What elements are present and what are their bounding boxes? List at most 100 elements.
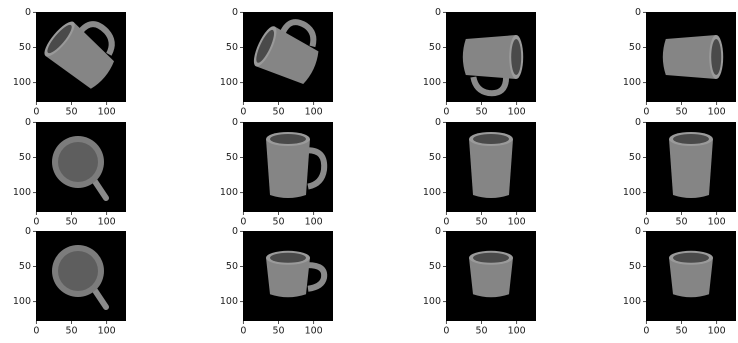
x-tick-label: 50 bbox=[65, 326, 77, 337]
panel: 0 50 100 0 50 100 bbox=[623, 7, 736, 118]
y-tick-label: 50 bbox=[226, 152, 238, 163]
x-tick-label: 100 bbox=[508, 326, 526, 337]
x-tick-label: 0 bbox=[240, 217, 246, 228]
y-tick-label: 0 bbox=[635, 117, 641, 128]
x-tick-label: 0 bbox=[33, 326, 39, 337]
y-tick-label: 100 bbox=[220, 77, 238, 88]
y-tick-label: 0 bbox=[435, 226, 441, 237]
mug bbox=[663, 35, 723, 79]
y-tick-label: 50 bbox=[226, 42, 238, 53]
y-tick-label: 0 bbox=[435, 117, 441, 128]
mug-inside bbox=[270, 253, 306, 263]
y-tick-label: 50 bbox=[429, 42, 441, 53]
image-content bbox=[469, 132, 513, 198]
mug bbox=[469, 251, 513, 297]
x-tick-label: 50 bbox=[475, 107, 487, 118]
y-tick-label: 0 bbox=[435, 7, 441, 18]
mug bbox=[669, 132, 713, 198]
mug-inside bbox=[673, 134, 709, 144]
figure: 0 50 100 0 50 100 0 50 100 0 50 100 0 50 100 0 50 100 0 50 1… bbox=[0, 0, 738, 343]
mug-inside bbox=[58, 142, 98, 182]
x-tick-label: 0 bbox=[33, 217, 39, 228]
x-tick-label: 50 bbox=[65, 217, 77, 228]
mug-inside bbox=[511, 39, 521, 75]
x-tick-label: 100 bbox=[708, 326, 726, 337]
x-tick-label: 50 bbox=[65, 107, 77, 118]
mug-body bbox=[266, 139, 310, 198]
y-tick-label: 50 bbox=[19, 261, 31, 272]
mug-inside bbox=[711, 39, 721, 75]
y-tick-label: 50 bbox=[629, 261, 641, 272]
y-tick-label: 50 bbox=[19, 152, 31, 163]
y-tick-label: 50 bbox=[429, 152, 441, 163]
y-tick-label: 0 bbox=[635, 226, 641, 237]
x-tick-label: 100 bbox=[508, 107, 526, 118]
mug-inside bbox=[473, 253, 509, 263]
x-tick-label: 0 bbox=[443, 107, 449, 118]
x-tick-label: 100 bbox=[98, 107, 116, 118]
y-tick-label: 100 bbox=[13, 77, 31, 88]
x-tick-label: 50 bbox=[675, 107, 687, 118]
y-tick-label: 0 bbox=[25, 117, 31, 128]
x-tick-label: 50 bbox=[675, 326, 687, 337]
y-tick-label: 50 bbox=[19, 42, 31, 53]
mug-inside bbox=[58, 251, 98, 291]
x-tick-label: 100 bbox=[98, 217, 116, 228]
x-tick-label: 0 bbox=[240, 107, 246, 118]
x-tick-label: 50 bbox=[272, 326, 284, 337]
x-tick-label: 100 bbox=[305, 217, 323, 228]
panel: 050100050100 bbox=[623, 226, 736, 337]
y-tick-label: 0 bbox=[232, 117, 238, 128]
y-tick-label: 100 bbox=[13, 187, 31, 198]
y-tick-label: 0 bbox=[25, 226, 31, 237]
x-tick-label: 0 bbox=[643, 107, 649, 118]
x-tick-label: 0 bbox=[643, 326, 649, 337]
mug-inside bbox=[473, 134, 509, 144]
x-tick-label: 50 bbox=[272, 217, 284, 228]
y-tick-label: 0 bbox=[232, 7, 238, 18]
y-tick-label: 50 bbox=[429, 261, 441, 272]
x-tick-label: 0 bbox=[33, 107, 39, 118]
y-tick-label: 0 bbox=[25, 7, 31, 18]
x-tick-label: 50 bbox=[475, 326, 487, 337]
x-tick-label: 50 bbox=[475, 217, 487, 228]
y-tick-label: 50 bbox=[629, 42, 641, 53]
x-tick-label: 100 bbox=[508, 217, 526, 228]
mug-body bbox=[469, 139, 513, 198]
y-tick-label: 100 bbox=[13, 296, 31, 307]
panel: 0 50 100 0 50 100 bbox=[13, 7, 128, 118]
y-tick-label: 100 bbox=[423, 77, 441, 88]
y-tick-label: 100 bbox=[423, 296, 441, 307]
x-tick-label: 0 bbox=[240, 326, 246, 337]
x-tick-label: 100 bbox=[708, 217, 726, 228]
mug-inside bbox=[673, 253, 709, 263]
y-tick-label: 50 bbox=[226, 261, 238, 272]
panel: 0 50 100 0 50 100 bbox=[13, 117, 126, 228]
mug-inside bbox=[270, 134, 306, 144]
y-tick-label: 100 bbox=[423, 187, 441, 198]
panel: 0 50 100 0 50 100 bbox=[423, 7, 536, 118]
image-content bbox=[669, 251, 713, 297]
y-tick-label: 100 bbox=[623, 187, 641, 198]
y-tick-label: 100 bbox=[220, 296, 238, 307]
x-tick-label: 0 bbox=[643, 217, 649, 228]
mug bbox=[469, 132, 513, 198]
y-tick-label: 100 bbox=[623, 77, 641, 88]
panel: 0 50 100 0 50 100 bbox=[220, 7, 333, 118]
x-tick-label: 50 bbox=[272, 107, 284, 118]
x-tick-label: 100 bbox=[708, 107, 726, 118]
mug-body bbox=[463, 35, 516, 79]
mug bbox=[669, 251, 713, 297]
image-content bbox=[663, 35, 723, 79]
y-tick-label: 50 bbox=[629, 152, 641, 163]
x-tick-label: 100 bbox=[305, 107, 323, 118]
y-tick-label: 100 bbox=[220, 187, 238, 198]
x-tick-label: 100 bbox=[305, 326, 323, 337]
y-tick-label: 0 bbox=[635, 7, 641, 18]
image-content bbox=[669, 132, 713, 198]
